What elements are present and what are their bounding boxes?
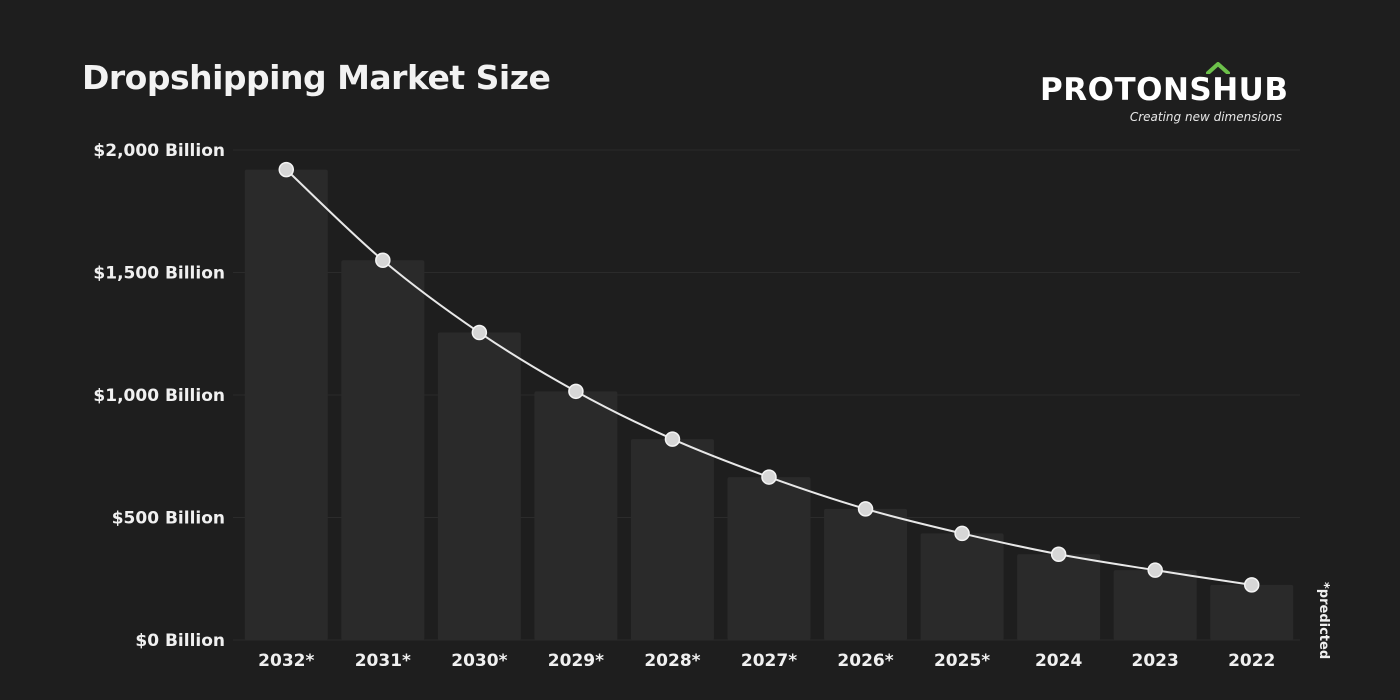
bar-2023 — [1113, 570, 1197, 640]
logo-wordmark: PROTONSHUB — [1040, 72, 1289, 108]
y-tick-label-2: $1,000 Billion — [93, 386, 225, 406]
point-2032-predicted — [278, 161, 295, 178]
bar-2032-predicted — [244, 169, 328, 640]
y-tick-label-1: $500 Billion — [112, 509, 225, 529]
y-tick-label-4: $2,000 Billion — [93, 141, 225, 161]
x-tick-label-2031-predicted: 2031* — [355, 651, 411, 671]
x-tick-label-2030-predicted: 2030* — [451, 651, 507, 671]
point-2025-predicted — [954, 525, 970, 542]
trend-line — [285, 168, 1252, 586]
point-2030-predicted — [471, 324, 488, 341]
point-2026-predicted — [857, 501, 874, 517]
point-2023 — [1147, 562, 1163, 578]
bar-2024 — [1017, 554, 1101, 640]
x-tick-label-2025-predicted: 2025* — [934, 651, 990, 671]
point-2027-predicted — [761, 469, 777, 485]
y-tick-label-3: $1,500 Billion — [93, 264, 225, 284]
predicted-footnote: *predicted — [1316, 582, 1331, 659]
x-tick-label-2027-predicted: 2027* — [741, 651, 797, 671]
x-axis-ticks: 2032* 2031* 2030* 2029* 2028* 2027* 2026* 2025*… — [258, 651, 1275, 671]
line-layer — [285, 168, 1252, 586]
x-tick-label-2024: 2024 — [1035, 651, 1082, 671]
x-tick-label-2026-predicted: 2026* — [837, 651, 893, 671]
bar-2028-predicted — [630, 439, 714, 640]
logo-roof-icon — [1206, 62, 1230, 74]
chart-title: Dropshipping Market Size — [82, 58, 551, 97]
bar-2022 — [1210, 584, 1294, 640]
protonshub-logo: PROTONSHUB Creating new dimensions — [1040, 60, 1290, 126]
x-tick-label-2023: 2023 — [1132, 651, 1179, 671]
point-2031-predicted — [375, 252, 391, 268]
x-tick-label-2032-predicted: 2032* — [258, 651, 314, 671]
logo-tagline: Creating new dimensions — [1129, 110, 1282, 124]
y-axis-ticks: $0 Billion $500 Billion $1,000 Billion $1,5… — [93, 141, 225, 651]
point-2024 — [1050, 546, 1067, 562]
x-tick-label-2028-predicted: 2028* — [644, 651, 700, 671]
bar-2031-predicted — [341, 260, 425, 640]
point-2022 — [1243, 577, 1260, 593]
x-tick-label-2022: 2022 — [1228, 651, 1275, 671]
marker-layer — [278, 161, 1260, 593]
bar-2030-predicted — [437, 332, 521, 640]
y-tick-label-0: $0 Billion — [135, 631, 225, 651]
point-2029-predicted — [568, 383, 584, 400]
bar-2026-predicted — [824, 508, 908, 640]
bar-2029-predicted — [534, 391, 618, 640]
bar-2025-predicted — [920, 533, 1004, 640]
bar-2027-predicted — [727, 477, 811, 640]
x-tick-label-2029-predicted: 2029* — [548, 651, 604, 671]
point-2028-predicted — [664, 431, 681, 447]
bar-layer — [244, 169, 1294, 640]
